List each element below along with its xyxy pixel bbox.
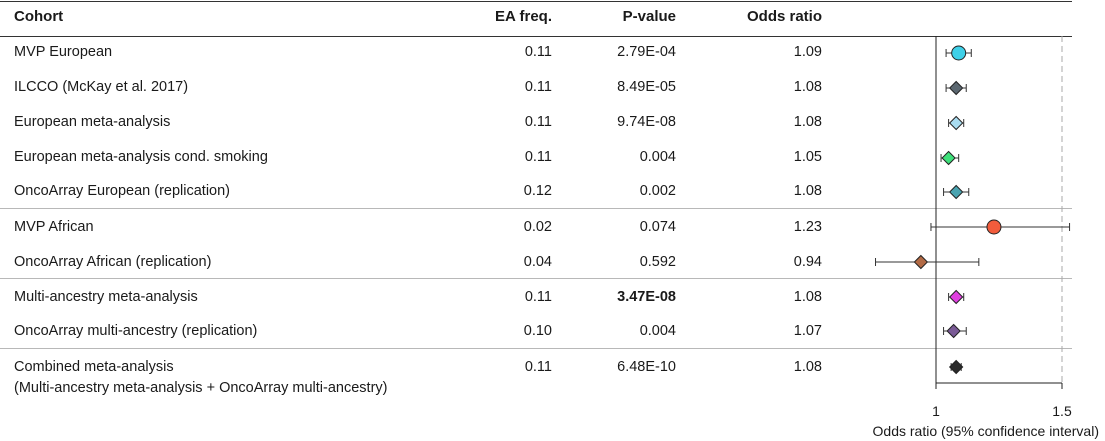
point-marker bbox=[950, 82, 963, 95]
point-marker bbox=[952, 46, 966, 60]
x-tick-label: 1.5 bbox=[1052, 403, 1072, 419]
point-marker bbox=[914, 256, 927, 269]
point-marker bbox=[947, 325, 960, 338]
point-marker bbox=[950, 117, 963, 130]
x-axis-label: Odds ratio (95% confidence interval) bbox=[873, 423, 1099, 439]
point-marker bbox=[950, 186, 963, 199]
point-marker bbox=[942, 152, 955, 165]
point-marker bbox=[950, 291, 963, 304]
point-marker bbox=[987, 220, 1001, 234]
x-tick-label: 1 bbox=[932, 403, 940, 419]
point-marker bbox=[950, 361, 963, 374]
